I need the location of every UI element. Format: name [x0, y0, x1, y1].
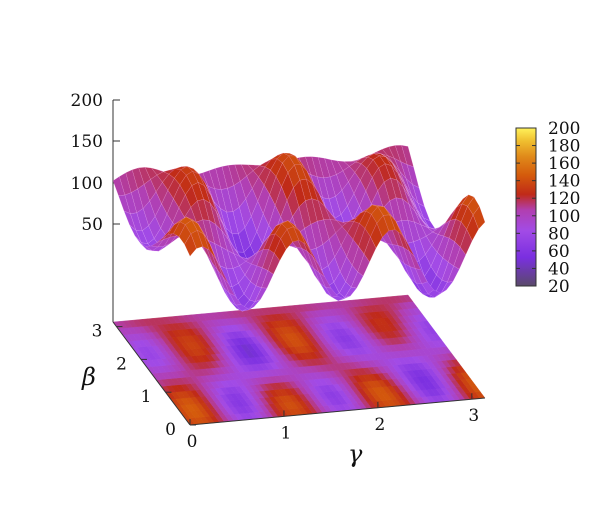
beta-tick-label: 2 — [116, 354, 127, 374]
gamma-tick-label: 2 — [374, 415, 385, 435]
colorbar-tick-label: 60 — [548, 242, 570, 262]
z-tick-label: 150 — [71, 132, 103, 152]
colorbar-tick-label: 120 — [548, 189, 580, 209]
beta-axis-line — [112, 321, 191, 426]
gamma-axis-line — [189, 397, 486, 426]
z-tick-label: 50 — [81, 215, 103, 235]
z-tick-label: 100 — [71, 174, 103, 194]
colorbar-tick-label: 180 — [548, 137, 580, 157]
colorbar-tick-label: 40 — [548, 259, 570, 279]
z-axis: 50 100 150 200 — [71, 91, 120, 322]
colorbar-gradient — [515, 127, 537, 287]
surface-facet — [412, 184, 425, 207]
beta-axis-label: β — [81, 363, 96, 391]
z-tick-label: 200 — [71, 91, 103, 111]
colorbar-tick-label: 160 — [548, 154, 580, 174]
beta-tick-label: 1 — [141, 387, 152, 407]
colorbar-tick-label: 20 — [548, 277, 570, 297]
gamma-tick-label: 0 — [187, 432, 198, 452]
colorbar-tick-label: 80 — [548, 224, 570, 244]
colorbar-tick-label: 200 — [548, 119, 580, 139]
gamma-tick-label: 1 — [281, 423, 292, 443]
gamma-tick-label: 3 — [468, 406, 479, 426]
base-heatmap — [112, 294, 486, 426]
colorbar-tick-label: 140 — [548, 172, 580, 192]
surface-facet — [401, 145, 414, 168]
beta-tick-label: 3 — [92, 322, 103, 342]
colorbar-tick-label: 100 — [548, 207, 580, 227]
heatmap-cell — [402, 294, 414, 303]
beta-tick-label: 0 — [165, 420, 176, 440]
gamma-axis-label: γ — [348, 440, 363, 468]
surface-facet — [472, 205, 486, 230]
surface — [112, 145, 486, 312]
